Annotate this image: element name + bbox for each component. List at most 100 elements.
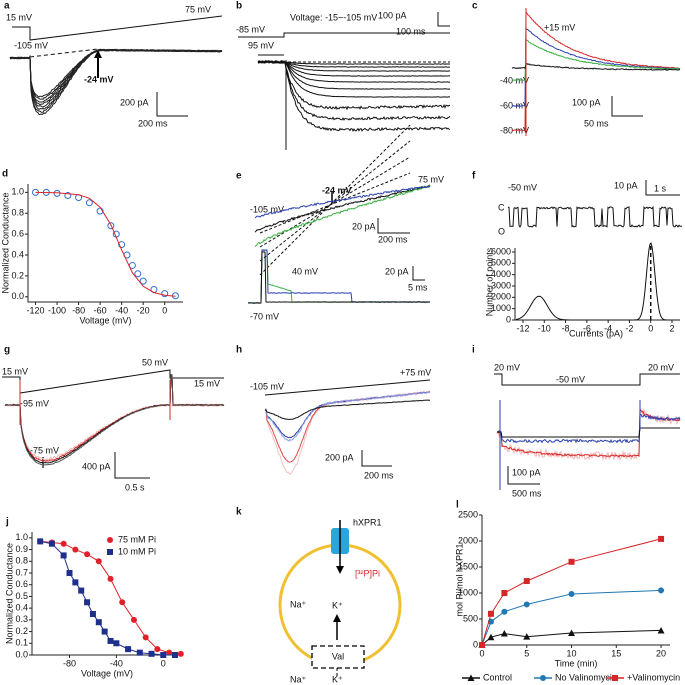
- scale-bar: [611, 96, 643, 117]
- y-tick-label: 1.0: [11, 187, 24, 197]
- voltage-label: -105 mV: [250, 204, 284, 214]
- y-tick-label: 0.3: [15, 614, 28, 624]
- x-tick-label: 2: [669, 323, 674, 333]
- data-point: [72, 579, 79, 586]
- traces: [247, 124, 431, 304]
- chart: l 0 5 10 15 20 0 500 1000 1500 2000 2500 Time (min) m…: [454, 500, 680, 683]
- trace: [9, 48, 223, 98]
- valinomycin-label: Val: [332, 651, 344, 661]
- trace: [4, 374, 225, 466]
- data-point: [148, 650, 155, 657]
- y-tick-label: 0.8: [11, 208, 24, 218]
- histogram: -12 -10 -8 -6 -4 -2 0 2010002000300040005000600…: [491, 205, 682, 333]
- data-point: [107, 637, 114, 644]
- legend-label: 75 mM Pi: [118, 534, 156, 544]
- axis: [514, 248, 680, 321]
- state-label: C: [498, 202, 505, 212]
- series-line: [481, 589, 662, 646]
- x-tick-label: 0: [162, 305, 167, 315]
- trace: [258, 61, 451, 77]
- y-tick-label: 2000: [458, 535, 478, 545]
- legend-label: No Valinomycin: [555, 672, 617, 682]
- y-tick-label: 0.0: [15, 649, 28, 659]
- data-point: [118, 241, 126, 249]
- data-point: [657, 626, 665, 634]
- protocol: [238, 32, 450, 38]
- panel-label: c: [472, 1, 478, 12]
- data-point: [479, 642, 485, 648]
- voltage-label: -24 mV: [84, 74, 114, 84]
- trace: [247, 249, 431, 304]
- voltage-label: -75 mV: [30, 445, 59, 455]
- voltage-label: 15 mV: [194, 378, 220, 388]
- y-tick-label: 0.4: [15, 603, 28, 613]
- legend-label: Control: [483, 672, 512, 682]
- traces: [257, 59, 451, 150]
- data-point: [130, 616, 137, 623]
- trace: [508, 205, 682, 229]
- trace: [257, 59, 450, 111]
- data-point: [37, 538, 44, 545]
- trace: [499, 400, 641, 490]
- trace: [9, 48, 223, 108]
- panel-label: d: [2, 169, 8, 180]
- scale-bar: [361, 450, 392, 467]
- voltage-label: -70 mV: [250, 311, 279, 321]
- scale-label: 200 pA: [120, 97, 149, 107]
- trace: [511, 11, 681, 132]
- data-point: [568, 558, 575, 565]
- voltage-label: -50 mV: [556, 374, 585, 384]
- data-point: [501, 590, 508, 596]
- x-tick-label: -60: [94, 305, 107, 315]
- x-tick-label: -120: [27, 305, 45, 315]
- y-tick-label: 0.9: [15, 544, 28, 554]
- scale-label: 20 pA: [385, 266, 409, 276]
- data-point: [125, 646, 132, 653]
- x-tick-label: 0: [648, 323, 653, 333]
- voltage-label: -105 mV: [250, 381, 284, 391]
- data-point: [501, 608, 508, 615]
- legend-label: +Valinomycin: [627, 672, 680, 682]
- trace: [511, 62, 681, 71]
- dashed-line: [29, 48, 99, 58]
- trace: [257, 59, 451, 132]
- trace: [497, 427, 680, 438]
- traces: [496, 400, 681, 490]
- y-tick-label: 1000: [491, 303, 511, 313]
- voltage-label: -24 mV: [322, 185, 352, 195]
- data-point: [568, 629, 576, 637]
- ion-label: K⁺: [332, 600, 343, 610]
- axis: [481, 515, 670, 646]
- histogram-curve: [515, 242, 680, 321]
- x-axis-label: Voltage (mV): [81, 668, 133, 678]
- data-point: [119, 599, 126, 606]
- x-tick-label: -6: [583, 323, 591, 333]
- data-point: [500, 630, 508, 637]
- voltage-label: 20 mV: [494, 362, 520, 372]
- x-tick-label: -80: [72, 305, 85, 315]
- scale-label: 10 pA: [614, 180, 638, 190]
- protocol: [2, 369, 224, 394]
- x-tick-label: -20: [137, 305, 150, 315]
- data-point: [154, 646, 161, 653]
- scale-bar: [507, 466, 540, 485]
- data-point: [53, 189, 61, 197]
- data-point: [134, 270, 142, 278]
- panel-label: e: [236, 171, 242, 182]
- panel-label: b: [236, 1, 242, 12]
- legend-marker: [107, 549, 113, 555]
- dashed-line: [259, 156, 411, 248]
- voltage-label: -105 mV: [14, 40, 48, 50]
- data-point: [658, 535, 665, 542]
- data-point: [177, 650, 184, 657]
- voltage-label: +75 mV: [400, 367, 431, 377]
- trace: [254, 184, 431, 248]
- y-tick-label: 1500: [458, 561, 478, 571]
- protocol: [264, 379, 431, 396]
- voltage-label: 50 mV: [142, 357, 168, 367]
- traces: [511, 8, 681, 136]
- data-point: [658, 587, 665, 594]
- trace: [257, 61, 451, 90]
- trace: [9, 48, 223, 111]
